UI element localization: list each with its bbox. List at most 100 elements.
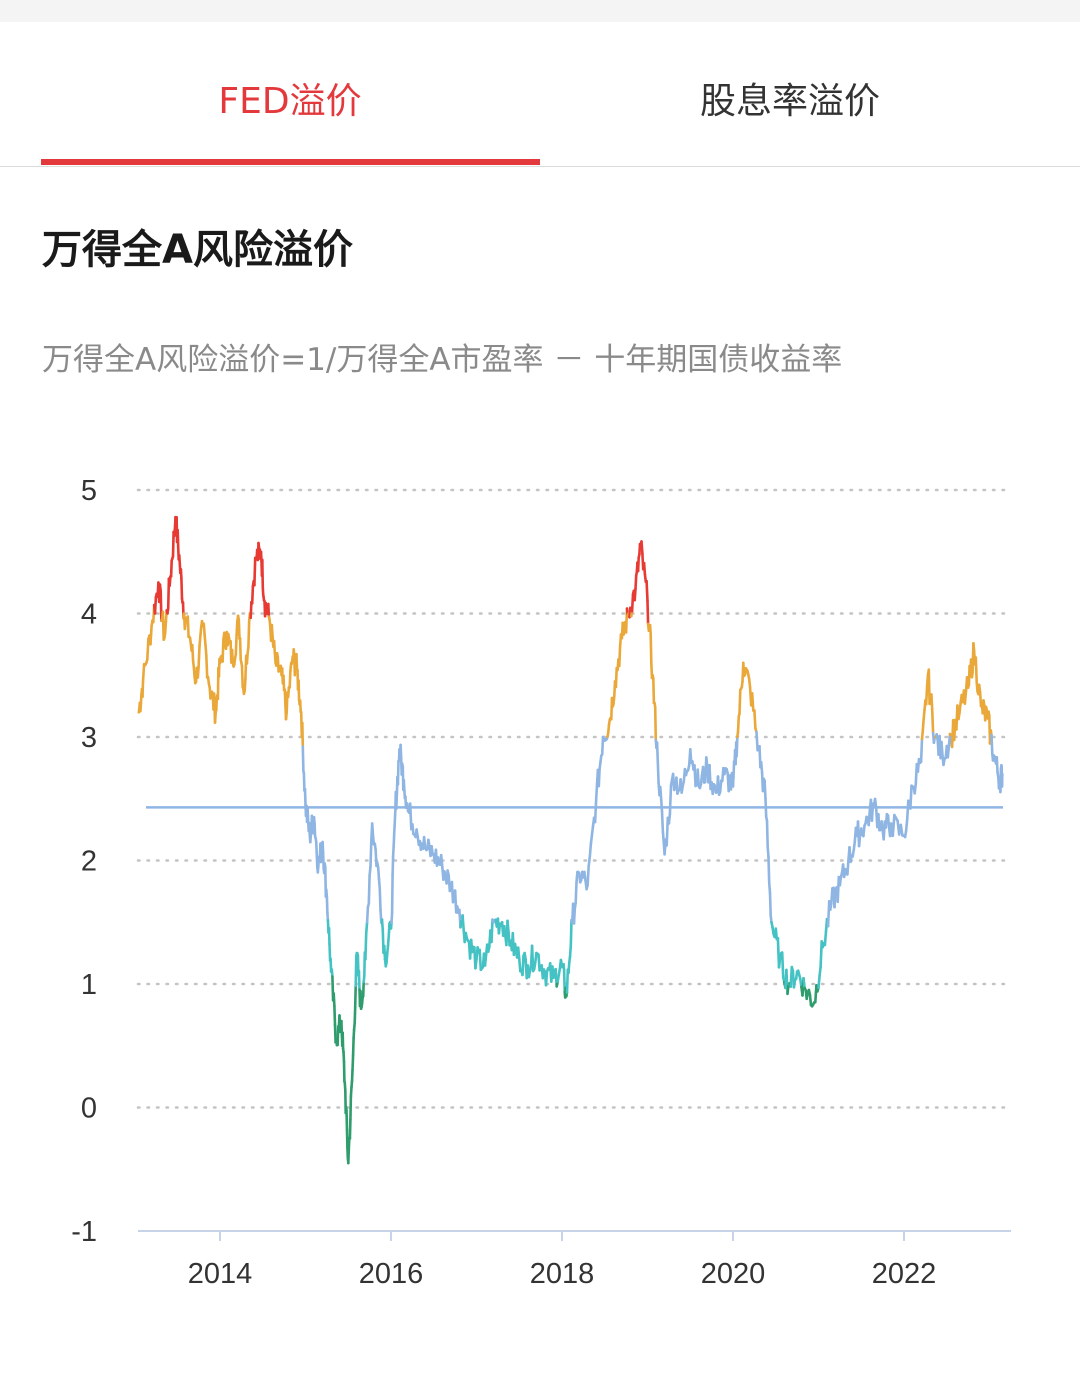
series-segment — [899, 823, 904, 837]
series-segment — [502, 924, 507, 938]
series-segment — [880, 820, 884, 831]
series-segment — [393, 809, 397, 826]
series-segment — [586, 864, 591, 887]
series-segment — [668, 784, 673, 816]
series-segment — [909, 784, 913, 810]
series-segment — [198, 635, 202, 648]
y-tick-label: 1 — [81, 969, 97, 1001]
series-segment — [180, 577, 184, 601]
series-segment — [852, 840, 857, 851]
y-tick-label: 2 — [81, 846, 97, 878]
series-segment — [922, 708, 926, 721]
series-segment — [369, 839, 373, 869]
y-tick-label: 4 — [81, 599, 97, 631]
series-segment — [402, 778, 406, 793]
series-segment — [544, 970, 549, 987]
tab-bar: FED溢价 股息率溢价 — [0, 22, 1080, 167]
series-segment — [382, 944, 387, 961]
series-segment — [738, 688, 742, 715]
series-segment — [568, 944, 573, 959]
tab-dividend-premium[interactable]: 股息率溢价 — [699, 81, 880, 122]
series-segment — [392, 832, 396, 847]
series-segment — [764, 797, 768, 819]
tab-fed-premium[interactable]: FED溢价 — [218, 81, 362, 122]
series-segment — [243, 677, 247, 693]
chart-title: 万得全A风险溢价 — [42, 227, 353, 273]
series-segment — [250, 584, 255, 605]
series-segment — [924, 684, 929, 706]
x-tick-label: 2020 — [701, 1258, 766, 1290]
series-segment — [333, 1004, 337, 1027]
series-segment — [439, 853, 444, 869]
series-segment — [597, 767, 601, 788]
series-segment — [314, 840, 319, 855]
series-segment — [191, 643, 195, 663]
x-tick-label: 2018 — [530, 1258, 595, 1290]
series-segment — [391, 854, 395, 877]
series-segment — [636, 556, 641, 573]
series-segment — [483, 953, 488, 967]
series-segment — [186, 615, 190, 639]
series-segment — [617, 644, 622, 668]
series-segment — [593, 797, 598, 824]
series-segment — [612, 694, 616, 706]
y-tick-label: 5 — [81, 475, 97, 507]
series-segment — [648, 623, 653, 636]
series-segment — [823, 930, 828, 947]
series-segment — [253, 556, 257, 587]
x-tick-label: 2022 — [872, 1258, 937, 1290]
series-segment — [587, 855, 592, 868]
series-segment — [696, 768, 701, 788]
series-segment — [474, 957, 478, 970]
series-segment — [364, 920, 369, 936]
series-segment — [567, 960, 571, 975]
series-segment — [380, 918, 385, 932]
series-segment — [995, 755, 999, 774]
series-segment — [327, 926, 331, 946]
series-segment — [537, 953, 541, 972]
series-segment — [169, 559, 173, 578]
series-segment — [364, 932, 368, 961]
series-segment — [272, 639, 277, 655]
series-segment — [411, 823, 415, 836]
series-segment — [353, 984, 358, 1009]
series-segment — [390, 873, 394, 914]
series-segment — [249, 600, 253, 620]
series-segment — [990, 733, 994, 756]
series-segment — [767, 881, 772, 895]
series-segment — [332, 992, 336, 1008]
series-segment — [633, 587, 637, 602]
series-segment — [699, 773, 704, 786]
series-segment — [168, 575, 172, 587]
series-segment — [747, 677, 752, 689]
series-segment — [215, 696, 219, 712]
series-segment — [307, 821, 312, 838]
series-segment — [430, 844, 435, 856]
series-segment — [774, 927, 779, 941]
series-segment — [342, 1050, 346, 1063]
series-segment — [213, 710, 217, 724]
series-segment — [197, 645, 201, 669]
series-segment — [904, 817, 909, 833]
series-segment — [345, 1109, 349, 1132]
series-segment — [347, 1136, 351, 1152]
series-segment — [574, 881, 578, 904]
series-segment — [642, 561, 647, 576]
series-segment — [422, 835, 427, 850]
series-segment — [920, 729, 925, 741]
series-segment — [974, 656, 979, 684]
series-segment — [693, 764, 697, 788]
series-segment — [857, 832, 862, 848]
series-segment — [649, 632, 653, 665]
series-segment — [325, 896, 329, 915]
series-segment — [701, 765, 706, 784]
series-segment — [667, 812, 672, 825]
series-segment — [765, 819, 770, 849]
series-segment — [767, 855, 771, 884]
series-segment — [506, 919, 510, 935]
series-segment — [763, 779, 767, 801]
series-segment — [282, 674, 286, 692]
series-segment — [718, 779, 723, 794]
series-segment — [176, 528, 180, 549]
series-segment — [958, 701, 962, 714]
